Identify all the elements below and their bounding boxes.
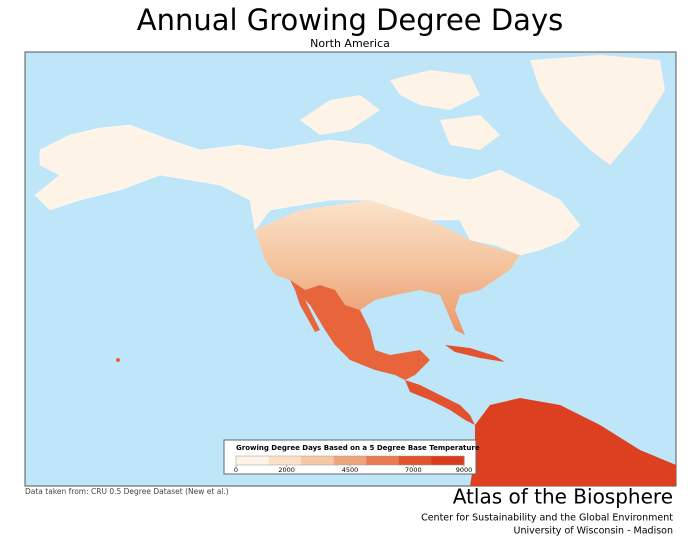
legend-swatch xyxy=(333,456,367,465)
arctic-islands xyxy=(300,95,380,135)
legend-tick-label: 7000 xyxy=(405,466,422,474)
arctic-islands xyxy=(440,115,500,150)
footer-line: Center for Sustainability and the Global… xyxy=(421,513,673,524)
legend: Growing Degree Days Based on a 5 Degree … xyxy=(223,439,480,475)
map xyxy=(24,51,677,487)
footer-line: University of Wisconsin - Madison xyxy=(514,526,674,537)
footer-title: Atlas of the Biosphere xyxy=(453,485,673,509)
legend-tick-label: 4500 xyxy=(342,466,359,474)
canada-alaska xyxy=(34,124,581,256)
legend-title: Growing Degree Days Based on a 5 Degree … xyxy=(236,444,480,452)
united-states xyxy=(255,200,520,335)
legend-swatch xyxy=(236,456,270,465)
arctic-islands xyxy=(390,70,480,110)
greenland xyxy=(530,55,665,165)
legend-swatch xyxy=(366,456,400,465)
hawaii xyxy=(116,358,120,362)
legend-tick-label: 2000 xyxy=(278,466,295,474)
legend-swatch xyxy=(398,456,432,465)
legend-swatch xyxy=(268,456,302,465)
map-subtitle: North America xyxy=(310,37,390,50)
baja xyxy=(295,290,320,332)
legend-swatch xyxy=(301,456,335,465)
map-title: Annual Growing Degree Days xyxy=(137,3,563,37)
legend-swatch xyxy=(431,456,465,465)
central-america xyxy=(405,380,475,425)
cuba xyxy=(445,345,505,362)
source-note: Data taken from: CRU 0.5 Degree Dataset … xyxy=(25,487,229,496)
legend-tick-label: 0 xyxy=(234,466,238,474)
legend-tick-label: 9000 xyxy=(456,466,473,474)
mexico xyxy=(290,280,430,380)
south-america xyxy=(470,398,676,486)
